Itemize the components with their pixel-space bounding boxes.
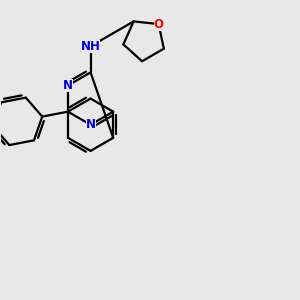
Text: NH: NH <box>81 40 100 53</box>
Text: N: N <box>63 79 73 92</box>
Text: O: O <box>154 18 164 31</box>
Text: N: N <box>85 118 96 131</box>
